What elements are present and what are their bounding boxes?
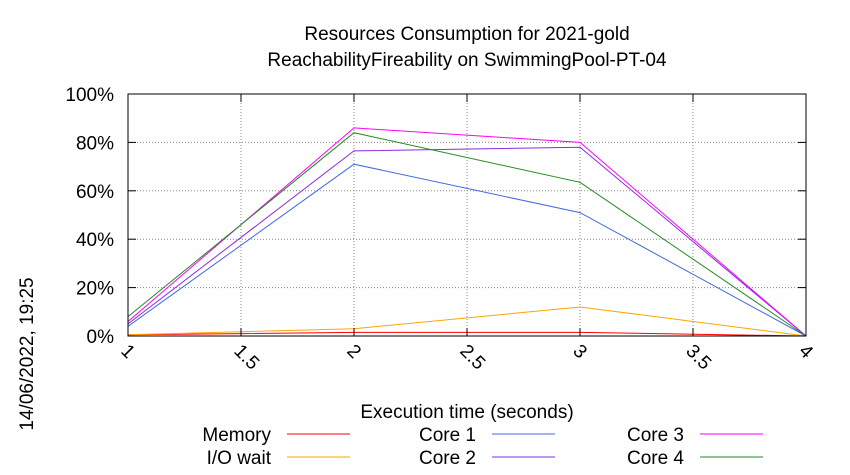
y-tick-label-1: 20%: [76, 279, 114, 300]
legend-label-3: Core 2: [419, 448, 476, 469]
y-tick-label-0: 0%: [87, 327, 115, 348]
x-tick-label-4: 3: [568, 341, 590, 363]
legend-label-2: Core 1: [419, 425, 476, 446]
x-tick-label-6: 4: [794, 341, 817, 364]
x-tick-label-1: 1.5: [229, 341, 263, 375]
series-line-3: [127, 146, 807, 337]
x-tick-label-3: 2.5: [455, 341, 489, 375]
chart-title-line1: Resources Consumption for 2021-gold: [304, 24, 629, 45]
legend-label-4: Core 3: [627, 425, 684, 446]
legend-label-5: Core 4: [627, 448, 684, 469]
series-line-5: [127, 132, 807, 337]
chart-title-line2: ReachabilityFireability on SwimmingPool-…: [267, 50, 667, 71]
y-tick-label-5: 100%: [65, 85, 114, 106]
x-tick-label-5: 3.5: [681, 341, 715, 375]
y-axis-ticks: 0% 20% 40% 60% 80% 100%: [65, 85, 806, 348]
y-tick-label-3: 60%: [76, 182, 114, 203]
x-tick-label-2: 2: [342, 341, 364, 363]
legend-label-1: I/O wait: [207, 448, 272, 469]
y-tick-label-2: 40%: [76, 230, 114, 251]
y-tick-label-4: 80%: [76, 133, 114, 154]
x-axis-label: Execution time (seconds): [360, 402, 573, 423]
series-line-2: [127, 163, 807, 337]
x-tick-label-0: 1: [116, 341, 138, 363]
timestamp-label: 14/06/2022, 19:25: [17, 277, 38, 430]
grid-lines: [128, 94, 806, 336]
legend-label-0: Memory: [202, 425, 271, 446]
